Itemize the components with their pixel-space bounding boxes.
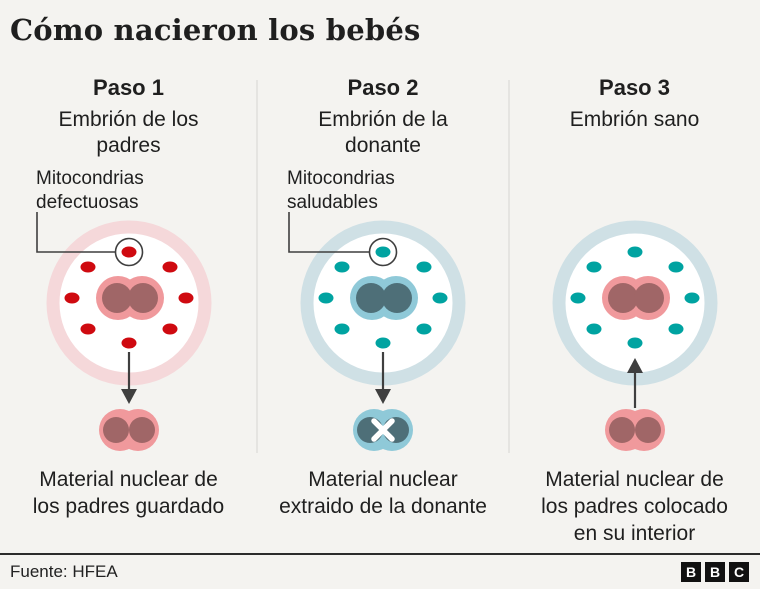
- step2-column: Paso 2 Embrión de la donante Mitocondria…: [257, 62, 509, 553]
- healthy-mitochondria-dots: [318, 246, 448, 349]
- up-arrow-head-icon: [626, 358, 643, 373]
- column-divider: [256, 80, 258, 453]
- saved-nuclear-material-icon: [98, 409, 159, 451]
- bbc-logo-block-b1: B: [681, 562, 701, 582]
- step2-subtitle: Embrión de la donante: [318, 108, 448, 157]
- header: Cómo nacieron los bebés: [0, 0, 760, 62]
- nucleus-icon: [350, 276, 418, 320]
- step1-caption: Material nuclear de los padres guardado: [32, 468, 225, 518]
- steps-area: Paso 1 Embrión de los padres Mitocondria…: [0, 62, 760, 553]
- defective-mitochondria-dots: [64, 246, 193, 349]
- bbc-logo-block-c: C: [729, 562, 749, 582]
- donor-embryo-diagram: [288, 212, 466, 451]
- step3-caption: Material nuclear de los padres colocado …: [541, 468, 728, 545]
- step1-column: Paso 1 Embrión de los padres Mitocondria…: [0, 62, 257, 553]
- step1-annotation-label: Mitocondrias defectuosas: [36, 168, 144, 213]
- step3-label: Paso 3: [599, 75, 670, 100]
- x-icon: [371, 418, 395, 442]
- nucleus-icon: [601, 276, 670, 320]
- highlighted-mitochondrion-circle: [368, 237, 398, 267]
- step1-label: Paso 1: [93, 75, 164, 100]
- annotation-connector-line: [35, 212, 115, 253]
- step3-subtitle: Embrión sano: [569, 108, 700, 131]
- step3-column: Paso 3 Embrión sano: [509, 62, 760, 553]
- bbc-logo-block-b2: B: [705, 562, 725, 582]
- column-divider: [508, 80, 510, 453]
- page-title: Cómo nacieron los bebés: [10, 13, 421, 47]
- step2-caption: Material nuclear extraido de la donante: [279, 468, 487, 518]
- footer: Fuente: HFEA B B C: [0, 553, 760, 589]
- parents-embryo-diagram: [35, 212, 211, 451]
- nucleus-icon: [95, 276, 164, 320]
- down-arrow-head-icon: [120, 389, 137, 404]
- down-arrow-head-icon: [375, 389, 391, 404]
- extracted-nuclear-material-icon: [353, 409, 413, 451]
- healthy-mitochondria-dots: [570, 246, 699, 349]
- healthy-embryo-diagram: [552, 220, 717, 451]
- bbc-logo: B B C: [681, 562, 749, 582]
- inserted-nuclear-material-icon: [604, 409, 665, 451]
- step1-subtitle: Embrión de los padres: [58, 108, 199, 157]
- highlighted-mitochondrion-circle: [114, 237, 143, 267]
- step2-label: Paso 2: [347, 75, 419, 100]
- source-text: Fuente: HFEA: [10, 562, 118, 581]
- step2-annotation-label: Mitocondrias saludables: [287, 168, 395, 213]
- annotation-connector-line: [288, 212, 369, 253]
